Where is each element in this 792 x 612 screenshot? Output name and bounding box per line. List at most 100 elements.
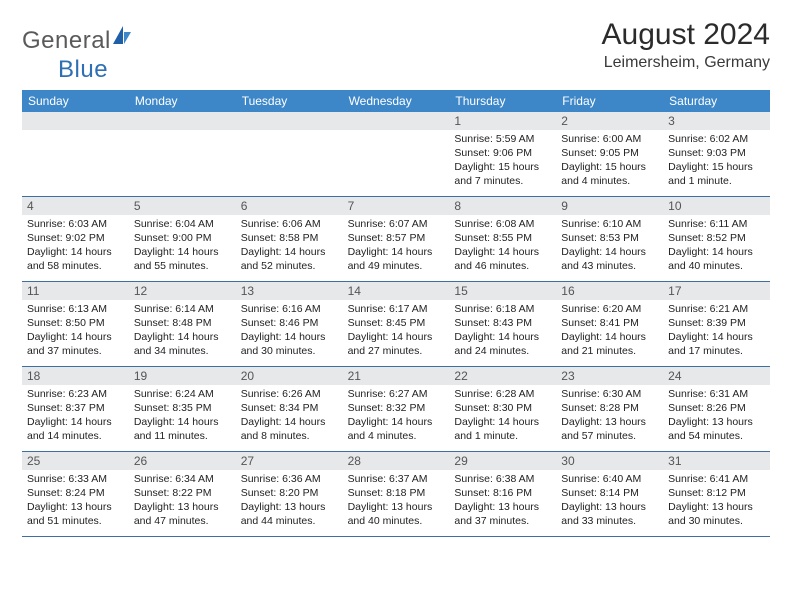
daylight-text: Daylight: 13 hours and 54 minutes. (668, 416, 765, 444)
sunset-text: Sunset: 8:26 PM (668, 402, 765, 416)
day-cell (22, 112, 129, 196)
day-number: 8 (449, 197, 556, 215)
day-cell: 22Sunrise: 6:28 AMSunset: 8:30 PMDayligh… (449, 367, 556, 451)
sunset-text: Sunset: 8:35 PM (134, 402, 231, 416)
sunrise-text: Sunrise: 6:00 AM (561, 133, 658, 147)
day-cell: 15Sunrise: 6:18 AMSunset: 8:43 PMDayligh… (449, 282, 556, 366)
sunrise-text: Sunrise: 6:21 AM (668, 303, 765, 317)
sunset-text: Sunset: 8:58 PM (241, 232, 338, 246)
sunset-text: Sunset: 8:37 PM (27, 402, 124, 416)
daylight-text: Daylight: 14 hours and 55 minutes. (134, 246, 231, 274)
day-info: Sunrise: 6:06 AMSunset: 8:58 PMDaylight:… (236, 215, 343, 278)
day-number: 9 (556, 197, 663, 215)
sunrise-text: Sunrise: 6:11 AM (668, 218, 765, 232)
week-row: 4Sunrise: 6:03 AMSunset: 9:02 PMDaylight… (22, 197, 770, 282)
sunrise-text: Sunrise: 6:40 AM (561, 473, 658, 487)
day-cell: 13Sunrise: 6:16 AMSunset: 8:46 PMDayligh… (236, 282, 343, 366)
sunrise-text: Sunrise: 6:28 AM (454, 388, 551, 402)
sunrise-text: Sunrise: 6:18 AM (454, 303, 551, 317)
daylight-text: Daylight: 14 hours and 58 minutes. (27, 246, 124, 274)
day-number: 21 (343, 367, 450, 385)
sunset-text: Sunset: 8:32 PM (348, 402, 445, 416)
dow-friday: Friday (556, 90, 663, 112)
sunset-text: Sunset: 8:46 PM (241, 317, 338, 331)
day-cell: 14Sunrise: 6:17 AMSunset: 8:45 PMDayligh… (343, 282, 450, 366)
month-title: August 2024 (602, 18, 770, 52)
sunset-text: Sunset: 8:48 PM (134, 317, 231, 331)
daylight-text: Daylight: 13 hours and 57 minutes. (561, 416, 658, 444)
day-cell: 17Sunrise: 6:21 AMSunset: 8:39 PMDayligh… (663, 282, 770, 366)
day-cell: 8Sunrise: 6:08 AMSunset: 8:55 PMDaylight… (449, 197, 556, 281)
daylight-text: Daylight: 14 hours and 37 minutes. (27, 331, 124, 359)
day-info: Sunrise: 6:24 AMSunset: 8:35 PMDaylight:… (129, 385, 236, 448)
daylight-text: Daylight: 13 hours and 33 minutes. (561, 501, 658, 529)
day-info: Sunrise: 6:38 AMSunset: 8:16 PMDaylight:… (449, 470, 556, 533)
sunrise-text: Sunrise: 6:08 AM (454, 218, 551, 232)
week-row: 25Sunrise: 6:33 AMSunset: 8:24 PMDayligh… (22, 452, 770, 537)
day-number: 24 (663, 367, 770, 385)
day-number: 19 (129, 367, 236, 385)
sunrise-text: Sunrise: 6:36 AM (241, 473, 338, 487)
day-number: 30 (556, 452, 663, 470)
day-cell: 28Sunrise: 6:37 AMSunset: 8:18 PMDayligh… (343, 452, 450, 536)
sunrise-text: Sunrise: 6:23 AM (27, 388, 124, 402)
day-number: 4 (22, 197, 129, 215)
day-info: Sunrise: 6:37 AMSunset: 8:18 PMDaylight:… (343, 470, 450, 533)
day-number: 14 (343, 282, 450, 300)
sunset-text: Sunset: 8:18 PM (348, 487, 445, 501)
sunset-text: Sunset: 8:39 PM (668, 317, 765, 331)
sunrise-text: Sunrise: 6:16 AM (241, 303, 338, 317)
location: Leimersheim, Germany (602, 54, 770, 72)
sunrise-text: Sunrise: 5:59 AM (454, 133, 551, 147)
sunset-text: Sunset: 8:41 PM (561, 317, 658, 331)
day-cell: 19Sunrise: 6:24 AMSunset: 8:35 PMDayligh… (129, 367, 236, 451)
sunset-text: Sunset: 8:24 PM (27, 487, 124, 501)
day-number: 31 (663, 452, 770, 470)
sunrise-text: Sunrise: 6:07 AM (348, 218, 445, 232)
daylight-text: Daylight: 13 hours and 51 minutes. (27, 501, 124, 529)
sunset-text: Sunset: 8:16 PM (454, 487, 551, 501)
sunrise-text: Sunrise: 6:02 AM (668, 133, 765, 147)
sunrise-text: Sunrise: 6:14 AM (134, 303, 231, 317)
day-number: 25 (22, 452, 129, 470)
day-info: Sunrise: 6:27 AMSunset: 8:32 PMDaylight:… (343, 385, 450, 448)
day-info: Sunrise: 6:14 AMSunset: 8:48 PMDaylight:… (129, 300, 236, 363)
day-cell: 31Sunrise: 6:41 AMSunset: 8:12 PMDayligh… (663, 452, 770, 536)
day-info: Sunrise: 6:23 AMSunset: 8:37 PMDaylight:… (22, 385, 129, 448)
sunrise-text: Sunrise: 6:03 AM (27, 218, 124, 232)
sunset-text: Sunset: 8:34 PM (241, 402, 338, 416)
day-info: Sunrise: 6:17 AMSunset: 8:45 PMDaylight:… (343, 300, 450, 363)
sunset-text: Sunset: 8:45 PM (348, 317, 445, 331)
day-info: Sunrise: 6:03 AMSunset: 9:02 PMDaylight:… (22, 215, 129, 278)
daylight-text: Daylight: 14 hours and 24 minutes. (454, 331, 551, 359)
daylight-text: Daylight: 14 hours and 4 minutes. (348, 416, 445, 444)
day-cell: 18Sunrise: 6:23 AMSunset: 8:37 PMDayligh… (22, 367, 129, 451)
day-number (22, 112, 129, 130)
day-number: 10 (663, 197, 770, 215)
sunrise-text: Sunrise: 6:41 AM (668, 473, 765, 487)
sunrise-text: Sunrise: 6:24 AM (134, 388, 231, 402)
day-cell: 4Sunrise: 6:03 AMSunset: 9:02 PMDaylight… (22, 197, 129, 281)
day-number: 27 (236, 452, 343, 470)
sunset-text: Sunset: 8:28 PM (561, 402, 658, 416)
sunrise-text: Sunrise: 6:27 AM (348, 388, 445, 402)
day-number: 5 (129, 197, 236, 215)
day-number: 17 (663, 282, 770, 300)
daylight-text: Daylight: 14 hours and 27 minutes. (348, 331, 445, 359)
sunset-text: Sunset: 8:14 PM (561, 487, 658, 501)
day-number: 22 (449, 367, 556, 385)
week-row: 18Sunrise: 6:23 AMSunset: 8:37 PMDayligh… (22, 367, 770, 452)
sunset-text: Sunset: 9:00 PM (134, 232, 231, 246)
day-number: 13 (236, 282, 343, 300)
day-number: 3 (663, 112, 770, 130)
day-number: 15 (449, 282, 556, 300)
day-info: Sunrise: 6:00 AMSunset: 9:05 PMDaylight:… (556, 130, 663, 193)
day-info: Sunrise: 6:34 AMSunset: 8:22 PMDaylight:… (129, 470, 236, 533)
day-cell: 3Sunrise: 6:02 AMSunset: 9:03 PMDaylight… (663, 112, 770, 196)
sunset-text: Sunset: 9:05 PM (561, 147, 658, 161)
sunrise-text: Sunrise: 6:33 AM (27, 473, 124, 487)
day-info: Sunrise: 6:31 AMSunset: 8:26 PMDaylight:… (663, 385, 770, 448)
day-info: Sunrise: 6:08 AMSunset: 8:55 PMDaylight:… (449, 215, 556, 278)
daylight-text: Daylight: 14 hours and 14 minutes. (27, 416, 124, 444)
dow-row: Sunday Monday Tuesday Wednesday Thursday… (22, 90, 770, 112)
